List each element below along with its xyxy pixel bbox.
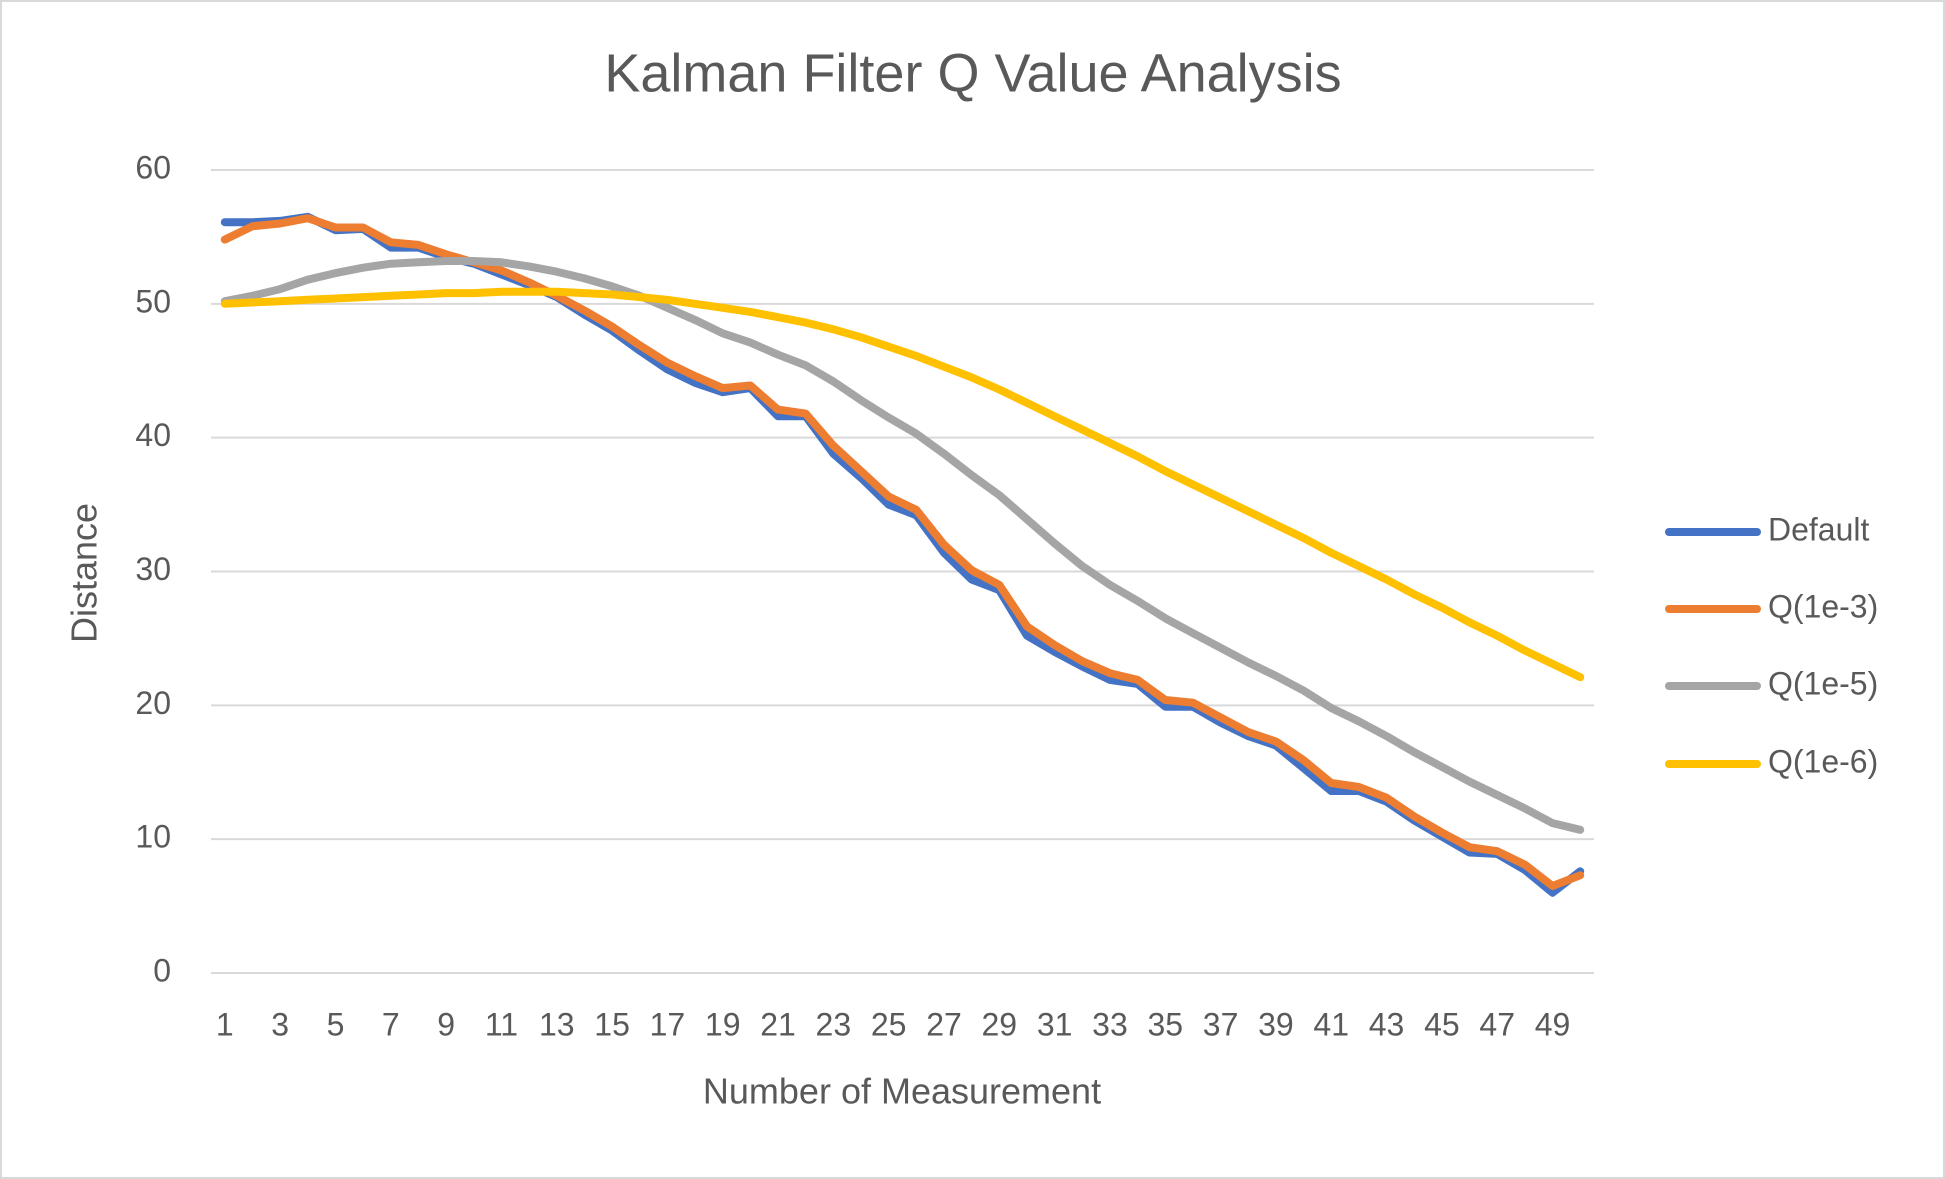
x-tick-label: 19 <box>705 1006 741 1042</box>
x-tick-label: 45 <box>1424 1006 1460 1042</box>
y-tick-label: 40 <box>135 417 171 453</box>
y-axis-title: Distance <box>64 503 105 643</box>
x-tick-label: 31 <box>1037 1006 1073 1042</box>
y-tick-label: 0 <box>153 952 171 988</box>
x-tick-label: 49 <box>1535 1006 1571 1042</box>
x-tick-label: 25 <box>871 1006 907 1042</box>
y-tick-label: 50 <box>135 283 171 319</box>
legend-label: Q(1e-3) <box>1768 588 1878 624</box>
x-tick-label: 13 <box>539 1006 575 1042</box>
y-tick-label: 20 <box>135 685 171 721</box>
x-tick-label: 23 <box>816 1006 852 1042</box>
x-tick-label: 9 <box>437 1006 455 1042</box>
x-tick-label: 43 <box>1369 1006 1405 1042</box>
x-tick-label: 1 <box>216 1006 234 1042</box>
x-tick-label: 17 <box>650 1006 686 1042</box>
x-tick-label: 33 <box>1092 1006 1128 1042</box>
x-tick-label: 47 <box>1479 1006 1515 1042</box>
series-line <box>220 257 1585 834</box>
x-tick-label: 5 <box>327 1006 345 1042</box>
x-tick-label: 41 <box>1313 1006 1349 1042</box>
y-tick-label: 30 <box>135 551 171 587</box>
legend-label: Q(1e-5) <box>1768 665 1878 701</box>
x-tick-label: 11 <box>485 1006 518 1042</box>
y-tick-label: 60 <box>135 149 171 185</box>
x-tick-label: 27 <box>926 1006 962 1042</box>
x-axis-title: Number of Measurement <box>703 1071 1101 1112</box>
x-tick-label: 37 <box>1203 1006 1239 1042</box>
series-line <box>220 287 1585 682</box>
y-tick-label: 10 <box>135 819 171 855</box>
x-tick-label: 29 <box>982 1006 1018 1042</box>
x-tick-label: 15 <box>594 1006 630 1042</box>
legend-label: Q(1e-6) <box>1768 743 1878 779</box>
x-tick-label: 3 <box>271 1006 289 1042</box>
x-tick-label: 39 <box>1258 1006 1294 1042</box>
x-tick-label: 35 <box>1147 1006 1183 1042</box>
chart-title: Kalman Filter Q Value Analysis <box>604 43 1341 103</box>
x-tick-label: 7 <box>382 1006 400 1042</box>
legend-label: Default <box>1768 511 1870 547</box>
x-tick-label: 21 <box>760 1006 796 1042</box>
series-line <box>220 214 1585 890</box>
